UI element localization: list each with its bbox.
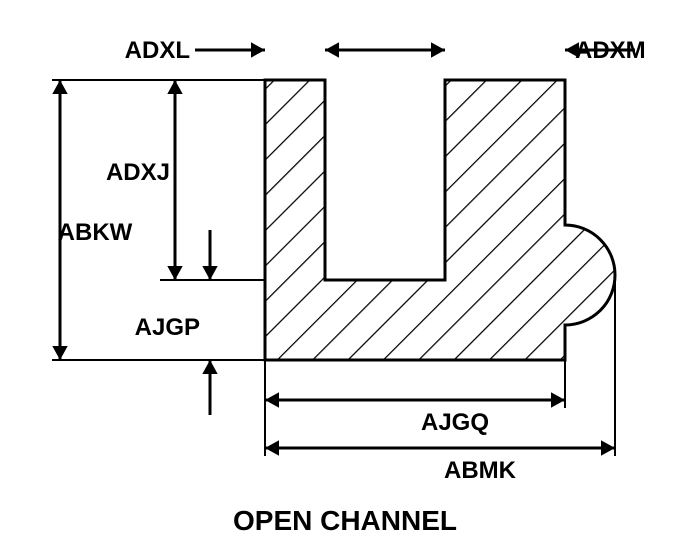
open-channel-diagram: ADXL ADXM ADXJ ABKW AJGP AJGQ ABMK OPEN …	[0, 0, 690, 555]
label-adxm: ADXM	[575, 37, 646, 64]
label-abmk: ABMK	[444, 457, 517, 484]
diagram-title: OPEN CHANNEL	[233, 505, 457, 536]
label-adxl: ADXL	[125, 37, 190, 64]
label-ajgq: AJGQ	[421, 409, 489, 436]
label-abkw: ABKW	[58, 219, 133, 246]
channel-cross-section	[265, 80, 615, 360]
label-adxj: ADXJ	[106, 159, 170, 186]
label-ajgp: AJGP	[135, 314, 200, 341]
